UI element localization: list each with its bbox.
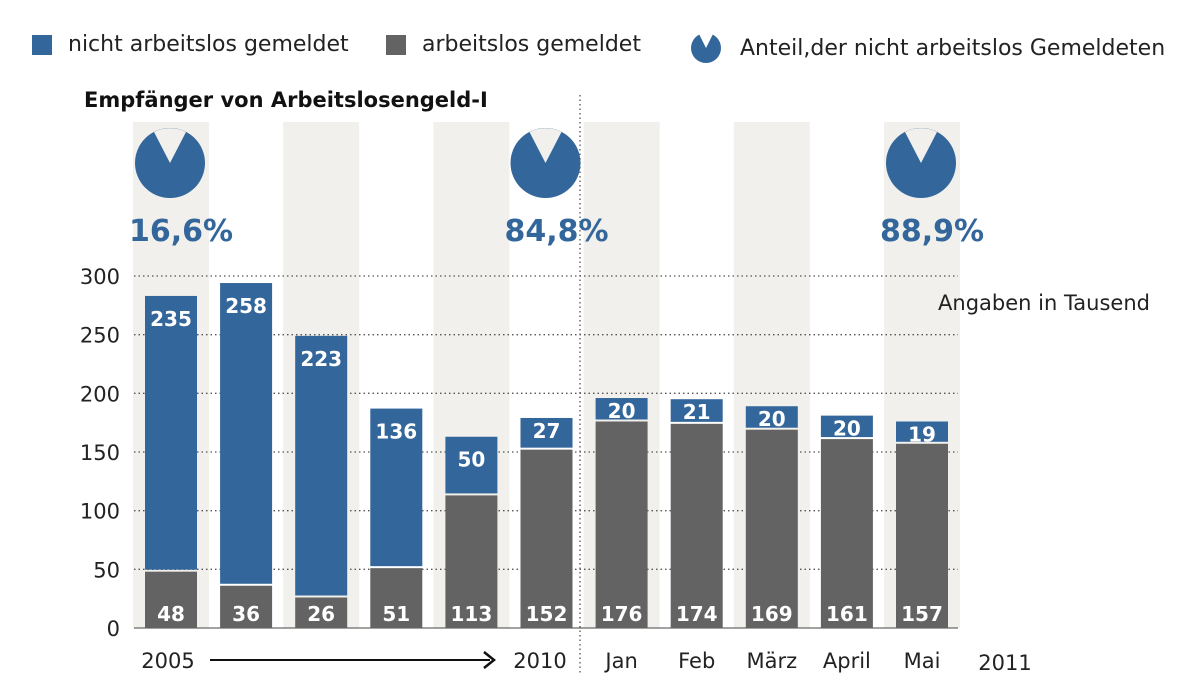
legend-swatch-gray [386,34,406,55]
data-label: 51 [382,602,410,626]
legend-swatch-blue [32,34,52,55]
x-tick-label: April [823,649,871,673]
y-tick-label: 100 [80,500,120,524]
x-tick-label: 2011 [978,651,1031,675]
data-label: 36 [232,602,260,626]
legend-label: nicht arbeitslos gemeldet [68,32,349,57]
data-label: 20 [608,399,636,423]
data-label: 113 [451,602,493,626]
x-tick-label: März [746,649,797,673]
data-label: 21 [683,400,711,424]
y-tick-label: 200 [80,382,120,406]
bar-arbeitslos [745,429,798,628]
pie-wedge [154,128,186,163]
bar-arbeitslos [595,421,648,628]
y-tick-label: 250 [80,324,120,348]
bar-arbeitslos [370,568,423,628]
bar-nicht-arbeitslos [370,408,423,567]
bar-arbeitslos [520,449,573,628]
x-tick-label: 2010 [513,649,566,673]
bar-arbeitslos [820,439,873,628]
x-tick-label: Jan [603,649,637,673]
data-label: 161 [826,602,868,626]
data-label: 50 [457,448,485,472]
bar-arbeitslos [445,495,498,628]
legend-label: arbeitslos gemeldet [422,32,641,57]
legend-label: Anteil,der nicht arbeitslos Gemeldeten [740,35,1166,61]
bar-nicht-arbeitslos [145,295,197,570]
bar-nicht-arbeitslos [445,436,498,494]
legend-item-gray: arbeitslos gemeldet [386,32,641,57]
bar-nicht-arbeitslos [295,335,348,596]
data-label: 26 [307,602,335,626]
chart-title: Empfänger von Arbeitslosengeld-I [84,88,488,112]
pie-icon [691,32,721,63]
bar-nicht-arbeitslos [820,415,873,438]
data-label: 48 [157,602,185,626]
pie-wedge [905,128,937,163]
y-tick-label: 150 [80,441,120,465]
bar-arbeitslos [145,571,197,628]
pie-percentage-label: 84,8% [504,214,608,249]
data-label: 169 [751,602,793,626]
x-tick-label: Mai [904,649,941,673]
bar-nicht-arbeitslos [896,421,948,442]
bar-arbeitslos [670,423,723,628]
unit-note: Angaben in Tausend [938,291,1150,315]
x-tick-label: Feb [678,649,715,673]
bar-nicht-arbeitslos [220,283,273,584]
data-label: 258 [225,294,267,318]
data-label: 223 [300,347,342,371]
pie-percentage-label: 88,9% [880,214,984,249]
x-tick-label: 2005 [141,649,194,673]
bar-nicht-arbeitslos [670,399,723,422]
bar-arbeitslos [295,597,348,628]
data-label: 176 [601,602,643,626]
legend-item-pie: Anteil,der nicht arbeitslos Gemeldeten [690,32,1165,64]
legend-item-blue: nicht arbeitslos gemeldet [32,32,349,57]
y-tick-label: 0 [107,617,120,641]
pie-wedge [529,128,562,163]
data-label: 27 [533,419,561,443]
pie-percentage-label: 16,6% [129,214,233,249]
bar-nicht-arbeitslos [745,406,798,428]
bar-arbeitslos [896,443,948,628]
data-label: 152 [526,602,568,626]
data-label: 235 [150,307,192,331]
data-label: 157 [901,602,943,626]
arrow-head-icon [483,651,497,669]
y-tick-label: 300 [80,265,120,289]
data-label: 19 [908,422,936,446]
data-label: 174 [676,602,718,626]
bar-nicht-arbeitslos [520,417,573,448]
data-label: 20 [758,407,786,431]
y-tick-label: 50 [93,558,120,582]
data-label: 20 [833,417,861,441]
data-label: 136 [375,420,417,444]
bar-arbeitslos [220,585,273,628]
bar-nicht-arbeitslos [595,398,648,420]
